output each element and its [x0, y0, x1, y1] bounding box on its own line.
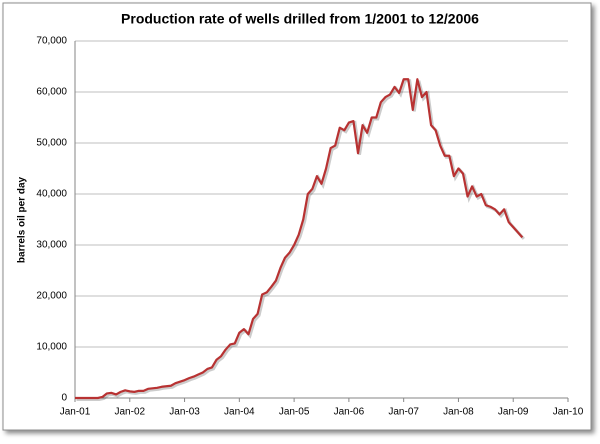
y-tick-label: 10,000	[36, 342, 67, 353]
y-tick-label: 70,000	[36, 36, 67, 47]
y-tick-label: 20,000	[36, 291, 67, 302]
x-tick-label: Jan-03	[169, 407, 200, 418]
x-tick-label: Jan-04	[224, 407, 255, 418]
y-tick-label: 60,000	[36, 87, 67, 98]
x-tick-label: Jan-06	[334, 407, 365, 418]
chart-frame	[2, 2, 592, 431]
y-axis-label: barrels oil per day	[17, 176, 28, 263]
line	[75, 78, 524, 400]
x-tick-label: Jan-01	[60, 407, 91, 418]
y-tick-label: 40,000	[36, 189, 67, 200]
y-tick-label: 30,000	[36, 240, 67, 251]
x-tick-label: Jan-07	[388, 407, 419, 418]
x-tick-label: Jan-05	[279, 407, 310, 418]
x-tick-label: Jan-09	[498, 407, 529, 418]
y-tick-label: 0	[61, 393, 67, 404]
chart-title: Production rate of wells drilled from 1/…	[121, 11, 479, 27]
x-tick-label: Jan-08	[443, 407, 474, 418]
x-tick-label: Jan-10	[553, 407, 584, 418]
x-tick-label: Jan-02	[114, 407, 145, 418]
y-tick-label: 50,000	[36, 138, 67, 149]
